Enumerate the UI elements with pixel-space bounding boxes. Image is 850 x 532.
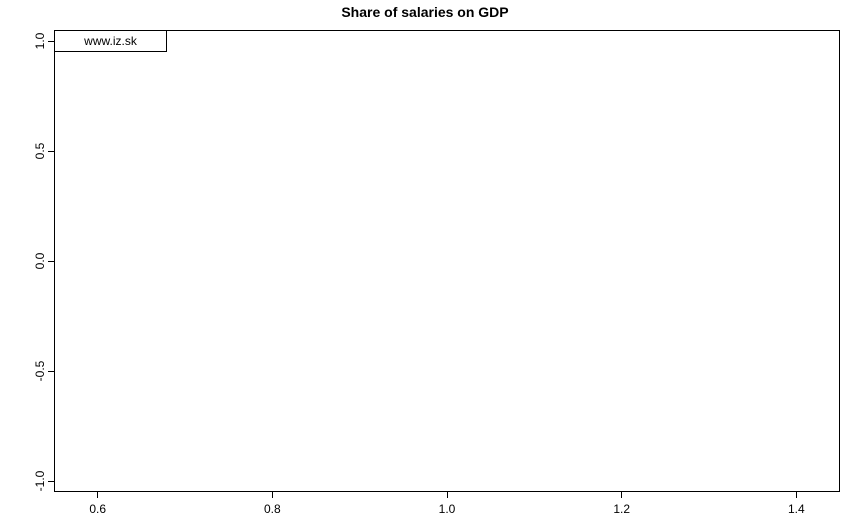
y-tick bbox=[48, 481, 54, 482]
x-tick-label: 1.4 bbox=[788, 502, 805, 516]
y-tick bbox=[48, 371, 54, 372]
x-tick bbox=[97, 492, 98, 498]
y-tick bbox=[48, 41, 54, 42]
y-tick-label: 1.0 bbox=[33, 21, 47, 61]
chart-title: Share of salaries on GDP bbox=[0, 4, 850, 20]
y-tick bbox=[48, 151, 54, 152]
legend-text: www.iz.sk bbox=[84, 34, 137, 48]
x-tick bbox=[272, 492, 273, 498]
chart-container: Share of salaries on GDP www.iz.sk -1.0 -… bbox=[0, 0, 850, 532]
y-tick-label: -0.5 bbox=[33, 351, 47, 391]
y-tick-label: 0.5 bbox=[33, 131, 47, 171]
x-tick bbox=[796, 492, 797, 498]
y-tick-label: 0.0 bbox=[33, 241, 47, 281]
x-tick-label: 1.2 bbox=[613, 502, 630, 516]
x-tick-label: 1.0 bbox=[439, 502, 456, 516]
plot-area bbox=[54, 30, 840, 492]
y-tick-label: -1.0 bbox=[33, 461, 47, 501]
legend-box: www.iz.sk bbox=[54, 30, 167, 52]
x-tick bbox=[621, 492, 622, 498]
y-tick bbox=[48, 261, 54, 262]
x-tick-label: 0.6 bbox=[89, 502, 106, 516]
x-tick bbox=[447, 492, 448, 498]
x-tick-label: 0.8 bbox=[264, 502, 281, 516]
